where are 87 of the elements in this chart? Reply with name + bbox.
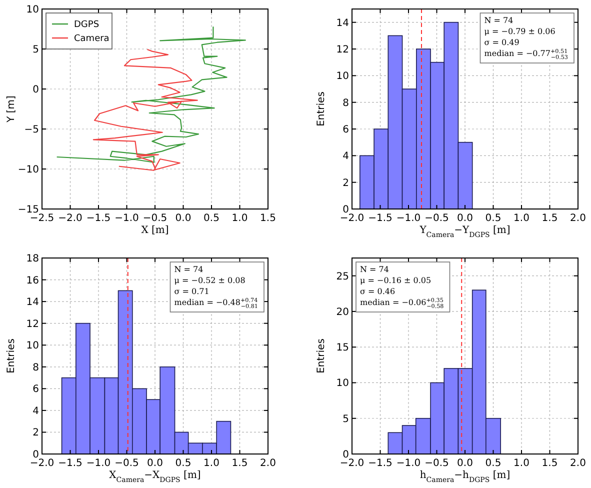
x-tick-label: −0.5 (114, 458, 139, 469)
x-tick-label: 2.0 (570, 458, 586, 469)
x-tick-label: −1.5 (86, 213, 111, 224)
x-tick-label: 0.5 (485, 458, 502, 469)
x-axis-title: X [m] (141, 225, 169, 236)
y-tick-label: 10 (336, 71, 349, 82)
x-tick-label: −1.0 (396, 458, 421, 469)
annotation: σ = 0.71 (174, 287, 210, 296)
y-axis-title: Y [m] (6, 95, 17, 124)
y-axis-title: Entries (316, 92, 327, 126)
x-tick-label: −1.0 (396, 213, 421, 224)
x-tick-label: 0.5 (175, 458, 192, 469)
y-tick-label: 5 (342, 414, 349, 425)
y-tick-label: 10 (26, 4, 39, 16)
y-axis-title: Entries (6, 338, 17, 374)
y-tick-label: 15 (336, 342, 349, 354)
annotation: μ = −0.79 ± 0.06 (484, 27, 556, 36)
x-tick-label: 0.0 (457, 213, 473, 224)
y-tick-label: 12 (336, 44, 349, 56)
annotation: σ = 0.49 (484, 38, 520, 47)
x-tick-label: −2.0 (58, 213, 82, 224)
legend-label: Camera (74, 34, 110, 44)
annotation: μ = −0.16 ± 0.05 (360, 276, 432, 285)
x-tick-label: −0.5 (424, 213, 449, 224)
annotation: N = 74 (484, 16, 514, 25)
x-tick-label: −2.5 (30, 213, 54, 224)
x-tick-label: 1.5 (232, 458, 248, 469)
x-tick-label: 1.5 (260, 213, 276, 224)
x-tick-label: 1.0 (204, 458, 220, 469)
y-tick-label: 4 (342, 151, 349, 162)
y-tick-label: 12 (26, 318, 39, 330)
y-tick-label: 0 (32, 84, 39, 96)
x-tick-label: 0.5 (204, 213, 220, 224)
legend-label: DGPS (74, 20, 100, 30)
y-tick-label: 10 (336, 378, 349, 390)
x-tick-label: −1.5 (368, 213, 392, 224)
y-tick-label: 20 (336, 306, 349, 318)
x-tick-label: 0.5 (485, 213, 502, 224)
y-tick-label: 4 (32, 406, 39, 417)
y-tick-label: 5 (32, 44, 39, 56)
x-tick-label: 1.5 (542, 458, 558, 469)
y-tick-label: 2 (32, 428, 39, 439)
x-tick-label: 0.0 (147, 458, 163, 469)
x-tick-label: 1.0 (232, 213, 248, 224)
y-tick-label: 25 (336, 271, 349, 282)
x-tick-label: −1.0 (86, 458, 111, 469)
x-axis-title: X$_{Camera}$−X$_{DGPS}$ [m] (109, 470, 201, 484)
y-tick-label: 14 (26, 297, 39, 308)
y-tick-label: 8 (342, 98, 349, 109)
x-tick-label: −2.0 (340, 458, 364, 469)
y-tick-label: −10 (18, 164, 39, 176)
x-tick-label: 1.0 (514, 213, 530, 224)
annotation: σ = 0.46 (360, 287, 396, 296)
y-tick-label: 6 (32, 384, 39, 396)
y-tick-label: 0 (342, 450, 349, 460)
y-tick-label: 18 (26, 254, 39, 264)
y-tick-label: 16 (26, 275, 39, 286)
line-series (56, 26, 246, 163)
x-tick-label: −0.5 (142, 213, 168, 224)
y-tick-label: 10 (26, 340, 39, 352)
y-tick-label: 0 (342, 204, 349, 216)
x-tick-label: 0.0 (457, 458, 473, 469)
x-axis-title: Y$_{Camera}$−Y$_{DGPS}$ [m] (418, 225, 510, 239)
annotation: N = 74 (174, 265, 204, 274)
y-tick-label: −5 (24, 124, 39, 136)
x-tick-label: 0.0 (175, 213, 192, 224)
annotation: μ = −0.52 ± 0.08 (174, 276, 246, 285)
annotation: N = 74 (360, 265, 389, 274)
x-tick-label: −1.5 (58, 458, 82, 469)
y-tick-label: 6 (342, 124, 349, 136)
y-tick-label: 0 (32, 450, 39, 460)
y-tick-label: 14 (336, 18, 349, 29)
y-tick-label: −15 (18, 204, 39, 216)
x-tick-label: 1.5 (542, 213, 558, 224)
y-tick-label: 8 (32, 362, 39, 374)
line-series (92, 49, 198, 171)
x-tick-label: −0.5 (424, 458, 449, 469)
x-tick-label: −1.5 (368, 458, 392, 469)
x-tick-label: 2.0 (570, 213, 586, 224)
y-tick-label: 2 (342, 178, 349, 189)
x-axis-title: h$_{Camera}$−h$_{DGPS}$ [m] (420, 470, 510, 484)
x-tick-label: −1.0 (114, 213, 139, 224)
x-tick-label: 2.0 (260, 458, 276, 469)
x-tick-label: −2.0 (30, 458, 54, 469)
x-tick-label: 1.0 (514, 458, 530, 469)
x-tick-label: −2.0 (340, 213, 364, 224)
y-axis-title: Entries (316, 338, 327, 374)
